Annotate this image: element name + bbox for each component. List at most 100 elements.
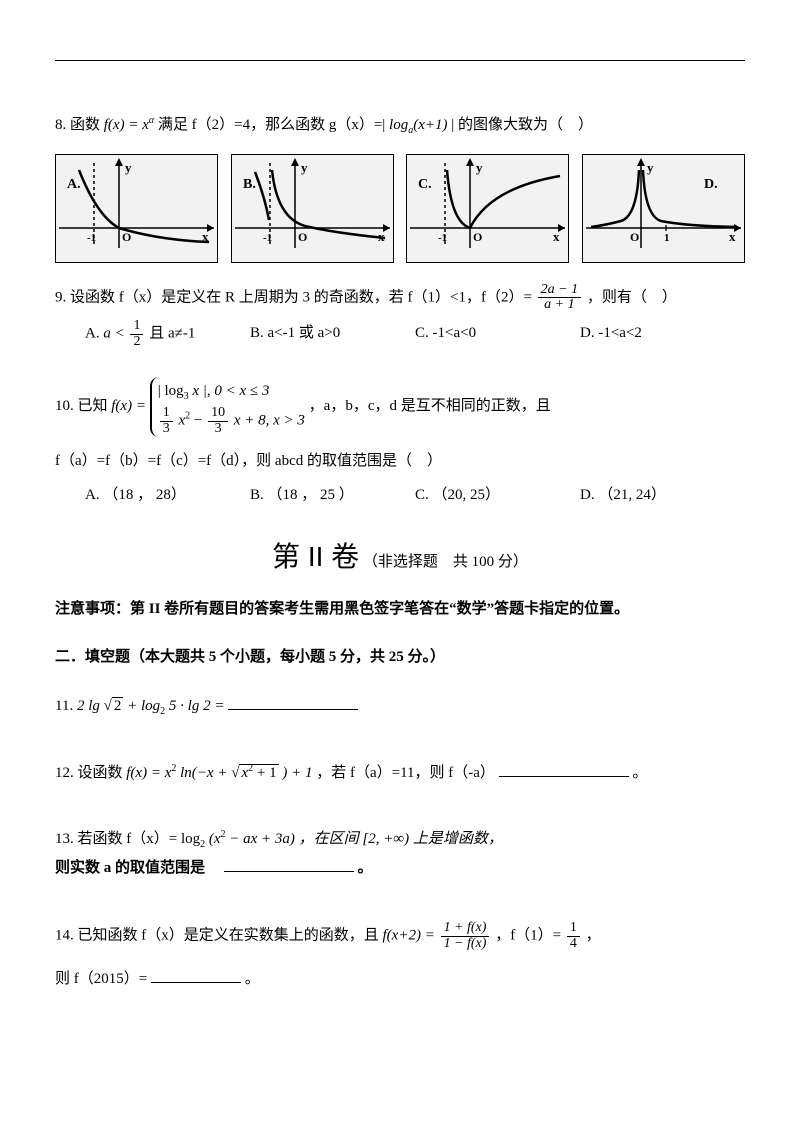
sqrt-icon: √2: [104, 692, 124, 721]
q11-sub: 2: [160, 706, 165, 717]
graph-A-label: A.: [67, 177, 81, 192]
q9-opt-A: A. a < 1 2 且 a≠-1: [85, 319, 250, 349]
q11-b: + log: [127, 698, 160, 714]
q13-end: 。: [358, 860, 373, 876]
q10-opt-C: C. （20, 25）: [415, 481, 580, 510]
q10-f2n: 10: [208, 406, 228, 422]
q14-num: 1 + f(x): [441, 921, 490, 937]
q9-suffix: ，则有（ ）: [587, 289, 677, 305]
q9-A-den: 2: [130, 335, 143, 350]
origin-label: O: [298, 230, 307, 244]
graph-B-svg: B. y x O -1: [235, 158, 390, 248]
q9-A-pre: A.: [85, 326, 103, 342]
graph-C: C. y x O -1: [406, 154, 569, 263]
notice: 注意事项：第 II 卷所有题目的答案考生需用黑色签字笔答在“数学”答题卡指定的位…: [55, 595, 745, 624]
q13-line2: 则实数 a 的取值范围是 。: [55, 854, 745, 883]
part2-title: 二．填空题（本大题共 5 个小题，每小题 5 分，共 25 分。）: [55, 643, 745, 672]
q9-prefix: 9. 设函数 f（x）是定义在 R 上周期为 3 的奇函数，若 f（1）<1，f…: [55, 289, 536, 305]
q14-frac2: 1 4: [567, 921, 580, 951]
top-rule: [55, 60, 745, 61]
q14-end1: ，: [586, 927, 601, 943]
q9-frac: 2a − 1 a + 1: [538, 283, 581, 313]
q14-f2d: 4: [567, 937, 580, 952]
q10-line2: f（a）=f（b）=f（c）=f（d），则 abcd 的取值范围是（ ）: [55, 447, 745, 476]
q14-line2: 则 f（2015）= 。: [55, 965, 745, 994]
question-9: 9. 设函数 f（x）是定义在 R 上周期为 3 的奇函数，若 f（1）<1，f…: [55, 283, 745, 350]
q13-l1b: (x: [209, 831, 221, 847]
q9-frac-num: 2a − 1: [538, 283, 581, 299]
q8-logarg: (x+1): [413, 117, 447, 133]
q10-opt-A: A. （18 ， 28）: [85, 481, 250, 510]
q14-line1: 14. 已知函数 f（x）是定义在实数集上的函数，且 f(x+2) = 1 + …: [55, 921, 745, 951]
q11-a: 2 lg: [77, 698, 104, 714]
curve-icon: [79, 170, 209, 242]
q10-row1: | log3 x |, 0 < x ≤ 3: [158, 377, 305, 406]
q12-mid1: ln(−x +: [180, 765, 231, 781]
tick-label: -1: [263, 232, 272, 244]
q8-mid1: 满足 f（2）=4，那么函数 g（x）=|: [158, 117, 389, 133]
question-8: 8. 函数 f(x) = xα 满足 f（2）=4，那么函数 g（x）=| lo…: [55, 111, 745, 263]
q13-sup: 2: [221, 829, 226, 840]
sqrt-icon: √x2 + 1: [231, 759, 278, 788]
q9-opt-B: B. a<-1 或 a>0: [250, 319, 415, 349]
question-13: 13. 若函数 f（x）= log2 (x2 − ax + 3a) ，在区间 […: [55, 825, 745, 883]
q9-A-post: 且 a≠-1: [149, 326, 195, 342]
tick-label: 1: [664, 232, 670, 244]
q12-mid2: ) + 1: [282, 765, 312, 781]
q11-sqrt: 2: [112, 697, 124, 714]
q12-end: 。: [632, 765, 647, 781]
q11-c: 5 · lg 2 =: [169, 698, 228, 714]
q10-mid2: −: [194, 413, 206, 429]
q10-opt-B: B. （18 ， 25 ）: [250, 481, 415, 510]
q12-fx: f(x) = x: [126, 765, 171, 781]
arrow-icon: [466, 158, 474, 166]
q13-l1c: − ax + 3a) ，在区间 [2, +∞) 上是增函数，: [229, 831, 503, 847]
q10-f1: 13: [160, 406, 173, 436]
q8-fx: f(x) = x: [104, 117, 149, 133]
q10-brace: | log3 x |, 0 < x ≤ 3 13 x2 − 103 x + 8,…: [150, 377, 305, 436]
q10-opt-D: D. （21, 24）: [580, 481, 745, 510]
blank-underline: [224, 857, 354, 872]
q8-log: log: [389, 117, 408, 133]
q10-f2d: 3: [208, 422, 228, 437]
q14-mid: ，f（1）=: [495, 927, 565, 943]
q10-fx: f(x) =: [111, 398, 149, 414]
q14-frac: 1 + f(x) 1 − f(x): [441, 921, 490, 951]
origin-label: O: [630, 230, 639, 244]
origin-label: O: [473, 230, 482, 244]
blank-underline: [228, 695, 358, 710]
q8-suffix: | 的图像大致为（ ）: [451, 117, 593, 133]
curve2-icon: [255, 172, 269, 220]
q9-text: 9. 设函数 f（x）是定义在 R 上周期为 3 的奇函数，若 f（1）<1，f…: [55, 283, 745, 313]
q10-prefix: 10. 已知: [55, 398, 111, 414]
graph-D-svg: D. y x O 1: [586, 158, 741, 248]
q13-l1a: 13. 若函数 f（x）= log: [55, 831, 200, 847]
q13-sub: 2: [200, 839, 205, 850]
question-14: 14. 已知函数 f（x）是定义在实数集上的函数，且 f(x+2) = 1 + …: [55, 921, 745, 994]
q10-sup: 2: [185, 411, 190, 422]
graph-D-label: D.: [704, 177, 718, 192]
arrow-icon: [291, 158, 299, 166]
q9-A-frac: 1 2: [130, 319, 143, 349]
q10-f1d: 3: [160, 422, 173, 437]
section-small: （非选择题 共 100 分）: [363, 554, 528, 570]
q14-den: 1 − f(x): [441, 937, 490, 952]
q10-text: 10. 已知 f(x) = | log3 x |, 0 < x ≤ 3 13 x…: [55, 377, 745, 436]
graph-C-label: C.: [418, 177, 432, 192]
graph-B: B. y x O -1: [231, 154, 394, 263]
y-label: y: [476, 160, 483, 175]
q14-fx: f(x+2) =: [383, 927, 439, 943]
arrow-icon: [637, 158, 645, 166]
tick-label: -1: [438, 232, 447, 244]
q14-end2: 。: [245, 971, 260, 987]
question-10: 10. 已知 f(x) = | log3 x |, 0 < x ≤ 3 13 x…: [55, 377, 745, 509]
q14-f2n: 1: [567, 921, 580, 937]
arrow-icon: [115, 158, 123, 166]
q9-frac-den: a + 1: [538, 298, 581, 313]
curve2-icon: [470, 176, 560, 228]
section-big: 第 II 卷: [272, 541, 359, 572]
graph-D: D. y x O 1: [582, 154, 745, 263]
graph-C-svg: C. y x O -1: [410, 158, 565, 248]
q14-l2a: 则 f（2015）=: [55, 971, 151, 987]
q12-suffix: ，若 f（a）=11，则 f（-a）: [316, 765, 495, 781]
